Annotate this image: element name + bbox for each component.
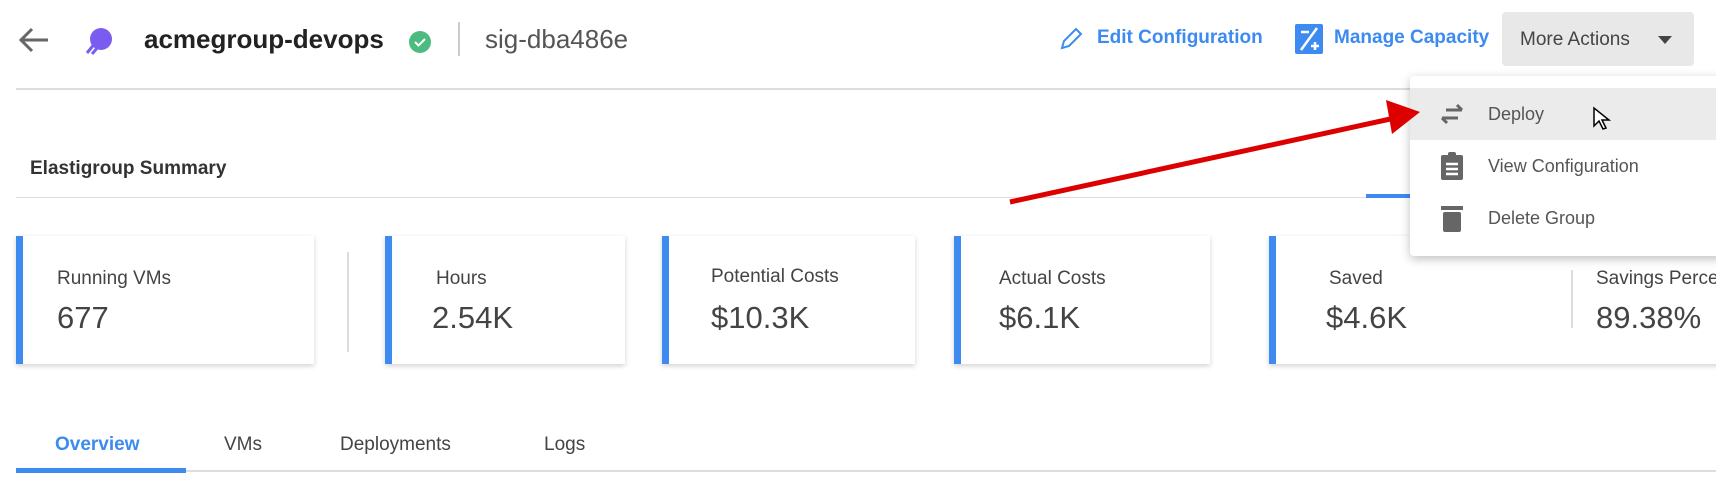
card-actual-costs: Actual Costs $6.1K bbox=[954, 236, 1210, 364]
menu-item-view-configuration[interactable]: View Configuration bbox=[1410, 140, 1716, 192]
header-divider bbox=[458, 22, 460, 56]
tab-logs[interactable]: Logs bbox=[544, 434, 586, 455]
summary-divider bbox=[16, 197, 1716, 198]
mouse-cursor-icon bbox=[1593, 106, 1612, 130]
card-value: $10.3K bbox=[711, 300, 810, 335]
card-value: 2.54K bbox=[432, 300, 514, 335]
card-potential-costs: Potential Costs $10.3K bbox=[662, 236, 915, 364]
edit-configuration-button[interactable]: Edit Configuration bbox=[1097, 27, 1263, 48]
manage-capacity-icon[interactable] bbox=[1295, 24, 1323, 54]
card-hours: Hours 2.54K bbox=[385, 236, 625, 364]
back-arrow-icon[interactable] bbox=[18, 26, 50, 54]
header-divider-line bbox=[16, 88, 1716, 90]
card-divider bbox=[347, 252, 349, 352]
status-check-icon bbox=[409, 31, 431, 53]
card-label: Saved bbox=[1329, 268, 1383, 289]
card-savings: Saved $4.6K Savings Perce 89.38% bbox=[1269, 236, 1716, 364]
card-running-vms: Running VMs 677 bbox=[16, 236, 314, 364]
tab-vms[interactable]: VMs bbox=[224, 434, 262, 455]
trash-icon bbox=[1441, 206, 1463, 232]
card-label: Running VMs bbox=[57, 268, 172, 289]
more-actions-menu: Deploy View Configuration Delete Group bbox=[1410, 76, 1716, 256]
group-id: sig-dba486e bbox=[485, 24, 629, 54]
card-label: Actual Costs bbox=[999, 268, 1106, 289]
logo-icon bbox=[85, 28, 112, 55]
card-label: Savings Perce bbox=[1596, 268, 1716, 289]
manage-capacity-button[interactable]: Manage Capacity bbox=[1334, 27, 1490, 48]
caret-down-icon bbox=[1658, 36, 1672, 44]
summary-tab-indicator bbox=[1366, 194, 1416, 198]
tab-overview[interactable]: Overview bbox=[55, 434, 140, 455]
menu-item-delete-group[interactable]: Delete Group bbox=[1410, 192, 1716, 244]
tab-active-indicator bbox=[16, 468, 186, 473]
tabs-baseline bbox=[16, 470, 1716, 472]
card-label: Hours bbox=[436, 268, 487, 289]
menu-label: View Configuration bbox=[1488, 156, 1639, 176]
card-label: Potential Costs bbox=[711, 266, 839, 287]
card-value: $4.6K bbox=[1326, 300, 1408, 335]
pencil-icon[interactable] bbox=[1058, 26, 1084, 52]
card-divider bbox=[1571, 270, 1573, 328]
swap-arrows-icon bbox=[1440, 103, 1464, 125]
tab-deployments[interactable]: Deployments bbox=[340, 434, 451, 455]
menu-label: Deploy bbox=[1488, 104, 1545, 124]
card-value: $6.1K bbox=[999, 300, 1081, 335]
clipboard-icon bbox=[1441, 152, 1463, 180]
menu-item-deploy[interactable]: Deploy bbox=[1410, 88, 1716, 140]
more-actions-button[interactable]: More Actions bbox=[1502, 12, 1694, 66]
card-value: 89.38% bbox=[1596, 300, 1702, 335]
group-name: acmegroup-devops bbox=[144, 24, 384, 54]
card-value: 677 bbox=[57, 300, 109, 335]
more-actions-label: More Actions bbox=[1520, 29, 1630, 50]
summary-title: Elastigroup Summary bbox=[30, 158, 227, 179]
menu-label: Delete Group bbox=[1488, 208, 1596, 228]
